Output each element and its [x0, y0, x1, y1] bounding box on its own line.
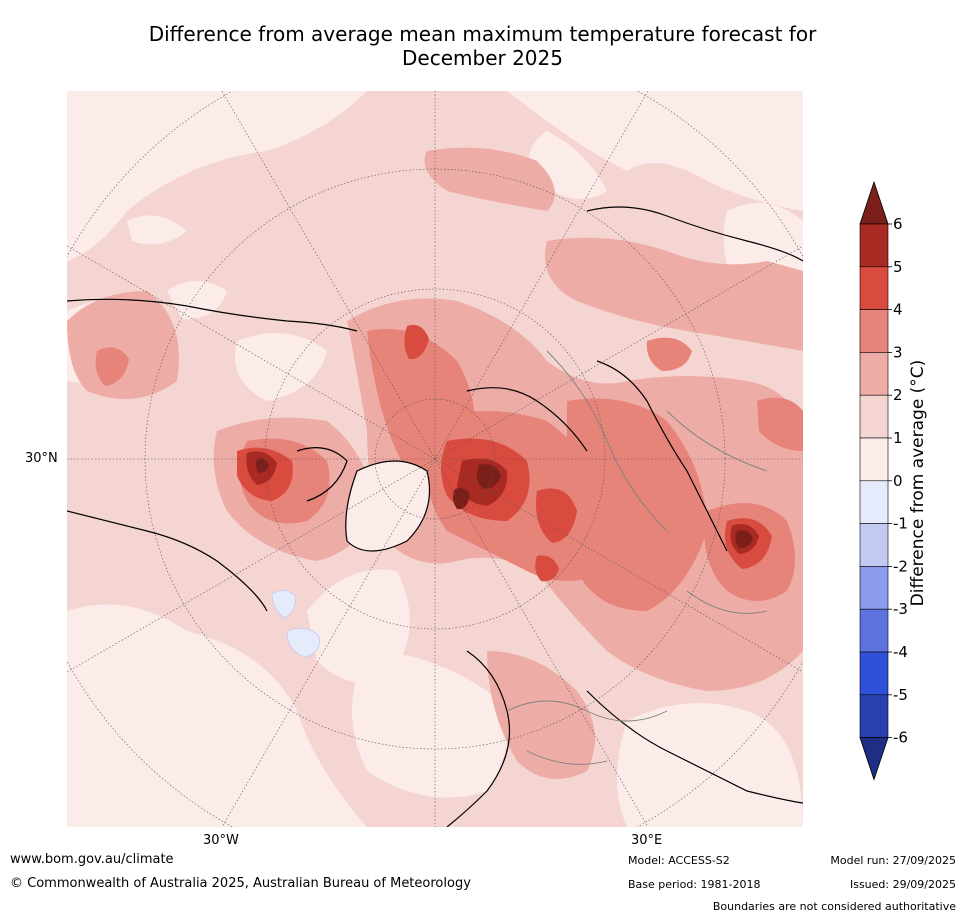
colorbar-segment: [859, 266, 889, 310]
footer-boundaries: Boundaries are not considered authoritat…: [712, 900, 956, 913]
lat-label-30n: 30°N: [25, 451, 58, 466]
footer-model: Model: ACCESS-S2: [628, 854, 730, 867]
colorbar-tick-label: 1: [893, 429, 903, 447]
colorbar-segment: [859, 309, 889, 353]
footer-website[interactable]: www.bom.gov.au/climate: [10, 852, 174, 867]
footer-issued: Issued: 29/09/2025: [849, 878, 956, 891]
colorbar-tick-label: 6: [893, 215, 903, 233]
colorbar-tick-label: -3: [893, 600, 908, 618]
colorbar-tick-label: 5: [893, 258, 903, 276]
greenland-landmass: [345, 460, 431, 552]
colorbar-label: Difference from average (°C): [908, 359, 928, 607]
colorbar-segment: [859, 223, 889, 268]
lon-label-30e: 30°E: [631, 833, 663, 848]
colorbar-segment: [859, 566, 889, 610]
anomaly-above-6-areas: [255, 458, 753, 549]
colorbar-tick-label: -2: [893, 557, 908, 575]
colorbar-extend-top: [859, 180, 889, 225]
colorbar: 6 5 4 3 2 1 0 -1 -2 -3 -4 -5 -6: [859, 180, 908, 781]
colorbar-segment: [859, 437, 889, 482]
colorbar-tick-label: 4: [893, 301, 903, 319]
colorbar-segment: [859, 352, 889, 396]
chart-title: Difference from average mean maximum tem…: [0, 22, 965, 70]
chart-title-line2: December 2025: [402, 46, 563, 70]
colorbar-tick-label: -1: [893, 515, 908, 533]
lon-label-30w: 30°W: [203, 833, 239, 848]
colorbar-segment: [859, 694, 889, 738]
footer-copyright: © Commonwealth of Australia 2025, Austra…: [10, 876, 471, 891]
anomaly-0-1-areas: [67, 91, 803, 827]
colorbar-tick-label: -6: [893, 729, 908, 747]
colorbar-tick-label: 0: [893, 472, 903, 490]
colorbar-segment: [859, 651, 889, 696]
anomaly-negative-areas: [271, 590, 320, 658]
graticule: [67, 91, 803, 827]
colorbar-tick-label: -5: [893, 686, 908, 704]
colorbar-segment: [859, 523, 889, 567]
colorbar-segment: [859, 480, 889, 524]
country-borders: [506, 350, 768, 765]
footer-base-period: Base period: 1981-2018: [628, 878, 761, 891]
colorbar-segment: [859, 608, 889, 653]
forecast-map: [67, 91, 803, 827]
colorbar-segment: [859, 394, 889, 439]
footer-model-run: Model run: 27/09/2025: [830, 854, 956, 867]
chart-title-line1: Difference from average mean maximum tem…: [148, 22, 817, 46]
colorbar-tick-label: -4: [893, 643, 908, 661]
colorbar-tick-label: 3: [893, 343, 903, 361]
colorbar-tick-label: 2: [893, 386, 903, 404]
colorbar-extend-bottom: [859, 737, 889, 781]
coastlines: [67, 206, 803, 827]
